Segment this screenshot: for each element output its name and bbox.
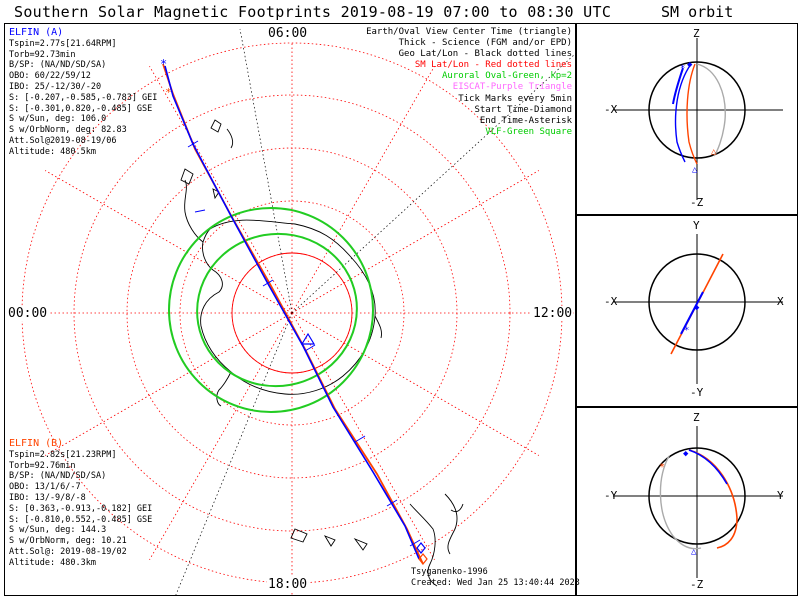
elfin-b-name: ELFIN (B) [9,438,64,449]
svg-text:△: △ [692,165,698,175]
info-line: S: [-0.301,0.820,-0.485] GSE [9,103,153,114]
orbit-panel-xy: ◆ * Y -Y -X X [576,215,798,407]
sm-grid-ray [149,65,293,314]
info-line: Altitude: 480.3km [9,557,96,568]
sm-grid-ray [44,170,293,314]
elfin-b-info: ELFIN (B) Tspin=2.82s[21.23RPM] Torb=92.… [9,438,153,569]
sm-grid-ray [291,65,435,314]
auroral-oval [168,207,374,413]
legend-item: SM Lat/Lon - Red dotted lines [414,60,572,71]
axis-label-bottom: -Z [690,196,704,209]
svg-text:*: * [659,462,665,473]
legend-item: Tick Marks every 5min [458,93,572,104]
svg-text:◆: ◆ [694,303,700,313]
geo-grid [174,28,576,597]
orbit-panel-yz: ◆ * △ Z -Z -Y Y [576,407,798,596]
coastline [180,119,464,587]
legend-item: VLF-Green Square [485,126,572,137]
info-line: Torb=92.76min [9,460,76,471]
axis-label-bottom: -Z [690,578,704,591]
footprint-map: * * 06:00 00:00 12:00 18:00 Earth/Oval V… [4,23,580,597]
orbit-xz-svg: * ◆ △ △ [613,38,783,200]
sm-grid-ray [149,312,293,561]
legend-item: Thick - Science (FGM and/or EPD) [398,38,572,49]
start-diamond [416,542,426,554]
axis-label-right: X [777,295,784,308]
created-text: Created: Wed Jan 25 13:40:44 2023 [411,577,580,588]
axis-label-top: Z [693,411,700,424]
legend-item: End Time-Asterisk [479,115,572,126]
svg-text:*: * [160,57,167,71]
sm-grid-ray [291,170,540,314]
info-line: S w/Sun, deg: 106.0 [9,114,107,125]
orbit-xy-svg: ◆ * [613,234,783,384]
axis-label-top: Z [693,27,700,40]
info-line: S w/Sun, deg: 144.3 [9,525,107,536]
axis-label-bottom: -Y [690,386,704,399]
page-title: Southern Solar Magnetic Footprints 2019-… [14,3,612,21]
legend-item: EISCAT-Purple Triangle [452,82,572,93]
info-line: Att.Sol@2019-08-19/06 [9,135,117,146]
info-line: OBO: 60/22/59/12 [9,71,91,82]
sm-pole-circle [231,252,353,374]
svg-text:△: △ [711,147,717,157]
info-line: Tspin=2.77s[21.64RPM] [9,38,117,49]
axis-label-left: -X [604,103,618,116]
info-line: S: [-0.207,-0.585,-0.783] GEI [9,92,158,103]
info-line: S w/OrbNorm, deg: 10.21 [9,536,127,547]
elfin-a-info: ELFIN (A) Tspin=2.77s[21.64RPM] Torb=92.… [9,27,158,158]
axis-label-left: -Y [604,489,618,502]
credit-block: Tsyganenko-1996 Created: Wed Jan 25 13:4… [411,567,580,589]
elfin-a-track [164,65,420,560]
info-line: Altitude: 480.5km [9,146,96,157]
orbit-panel-xz: * ◆ △ △ Z -Z -X [576,23,798,215]
orbit-title: SM orbit [661,3,734,21]
info-line: IBO: 25/-12/30/-20 [9,81,102,92]
svg-text:△: △ [691,547,697,557]
info-line: Tspin=2.82s[21.23RPM] [9,449,117,460]
info-line: Att.Sol@: 2019-08-19/02 [9,546,127,557]
legend-item: Geo Lat/Lon - Black dotted lines [398,49,572,60]
info-line: Torb=92.73min [9,49,76,60]
legend-item: Auroral Oval-Green, kp=2 [441,71,572,82]
info-line: IBO: 13/-9/8/-8 [9,492,86,503]
mlt-label-bottom: 18:00 [267,577,309,592]
legend-item: Start Time-Diamond [474,104,572,115]
mlt-label-left: 00:00 [7,306,49,321]
sm-grid-ray [291,312,435,561]
track-ticks [187,140,421,547]
info-line: S: [0.363,-0.913,-0.182] GEI [9,503,153,514]
mlt-label-right: 12:00 [532,306,574,321]
info-line: S: [-0.810,0.552,-0.485] GSE [9,514,153,525]
orbit-yz-svg: ◆ * △ [613,426,783,578]
axis-label-right: Y [777,489,784,502]
svg-text:*: * [680,64,685,74]
sm-grid-ray [291,312,540,456]
svg-text:◆: ◆ [683,449,689,459]
svg-text:◆: ◆ [687,60,693,70]
svg-text:*: * [165,86,172,99]
info-line: B/SP: (NA/ND/SD/SA) [9,60,107,71]
legend: Earth/Oval View Center Time (triangle) T… [366,27,572,138]
axis-label-top: Y [693,219,700,232]
credit-text: Tsyganenko-1996 [411,567,488,577]
svg-text:*: * [684,326,689,336]
axis-label-left: -X [604,295,618,308]
info-line: S w/OrbNorm, deg: 82.83 [9,125,127,136]
mlt-label-top: 06:00 [267,26,309,41]
track-markers: * * [160,57,428,565]
center-time-triangle [300,332,316,345]
legend-item: Earth/Oval View Center Time (triangle) [366,27,572,37]
elfin-a-name: ELFIN (A) [9,27,64,38]
sm-grid-ray [44,312,293,456]
info-line: B/SP: (NA/ND/SD/SA) [9,471,107,482]
info-line: OBO: 13/1/6/-7 [9,482,81,493]
